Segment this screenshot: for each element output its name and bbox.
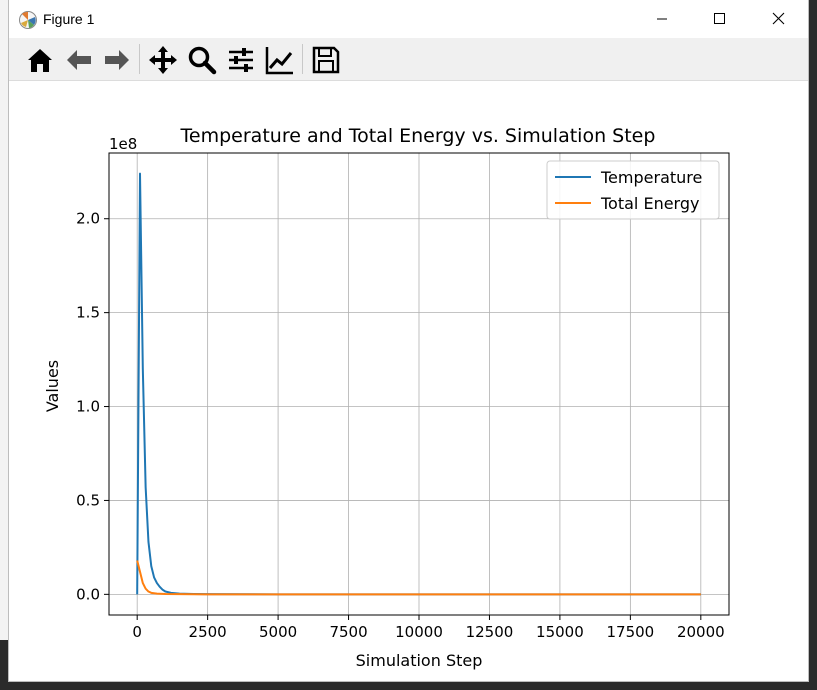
x-tick-label: 7500 bbox=[329, 623, 367, 641]
figure-window: Figure 1 bbox=[9, 0, 808, 681]
legend: Temperature Total Energy bbox=[546, 160, 720, 220]
x-tick-label: 12500 bbox=[466, 623, 514, 641]
back-icon bbox=[67, 50, 91, 70]
configure-subplots-button[interactable] bbox=[225, 44, 257, 76]
y-axis-label: Values bbox=[43, 360, 62, 412]
save-button[interactable] bbox=[310, 44, 342, 76]
minimize-icon bbox=[657, 18, 667, 20]
x-tick-label: 2500 bbox=[189, 623, 227, 641]
y-offset-label: 1e8 bbox=[109, 135, 137, 153]
figure-canvas[interactable]: Temperature and Total Energy vs. Simulat… bbox=[9, 81, 808, 681]
y-ticks: 0.0 0.5 1.0 1.5 2.0 bbox=[76, 210, 109, 603]
matplotlib-icon bbox=[19, 11, 37, 29]
x-tick-label: 17500 bbox=[607, 623, 655, 641]
home-icon bbox=[28, 49, 52, 72]
maximize-button[interactable] bbox=[696, 0, 742, 38]
background-window bbox=[0, 0, 10, 690]
pan-button[interactable] bbox=[147, 44, 179, 76]
save-icon bbox=[312, 46, 340, 74]
navigation-toolbar bbox=[9, 38, 808, 81]
minimize-button[interactable] bbox=[639, 0, 685, 38]
close-icon bbox=[772, 12, 785, 25]
grid bbox=[109, 153, 729, 615]
close-button[interactable] bbox=[755, 0, 801, 38]
x-tick-label: 15000 bbox=[536, 623, 584, 641]
x-ticks: 0 2500 5000 7500 10000 12500 15000 17500 20000 bbox=[132, 615, 725, 641]
forward-icon bbox=[105, 50, 129, 70]
back-button[interactable] bbox=[63, 44, 95, 76]
series-line-total-energy bbox=[136, 560, 701, 596]
y-tick-label: 0.0 bbox=[76, 585, 100, 603]
home-button[interactable] bbox=[24, 44, 56, 76]
y-tick-label: 1.0 bbox=[76, 398, 100, 416]
edit-axis-button[interactable] bbox=[264, 44, 296, 76]
toolbar-separator bbox=[302, 44, 303, 74]
chart-title: Temperature and Total Energy vs. Simulat… bbox=[180, 125, 656, 147]
pan-icon bbox=[149, 46, 177, 74]
window-title: Figure 1 bbox=[43, 11, 95, 27]
x-tick-label: 5000 bbox=[259, 623, 297, 641]
zoom-button[interactable] bbox=[186, 44, 218, 76]
x-tick-label: 20000 bbox=[677, 623, 725, 641]
series-lines bbox=[136, 172, 701, 596]
y-tick-label: 2.0 bbox=[76, 210, 100, 228]
legend-label-total-energy: Total Energy bbox=[600, 194, 699, 213]
zoom-icon bbox=[188, 46, 217, 75]
y-tick-label: 1.5 bbox=[76, 304, 100, 322]
toolbar-separator bbox=[139, 44, 140, 74]
title-bar: Figure 1 bbox=[9, 0, 808, 38]
x-tick-label: 10000 bbox=[395, 623, 443, 641]
x-axis-label: Simulation Step bbox=[356, 651, 483, 670]
configure-subplots-icon bbox=[229, 48, 253, 72]
maximize-icon bbox=[714, 13, 725, 24]
x-tick-label: 0 bbox=[132, 623, 142, 641]
forward-button[interactable] bbox=[101, 44, 133, 76]
line-chart: Temperature and Total Energy vs. Simulat… bbox=[43, 125, 730, 670]
legend-box bbox=[546, 160, 720, 220]
edit-axis-icon bbox=[265, 47, 293, 75]
y-tick-label: 0.5 bbox=[76, 491, 100, 509]
legend-label-temperature: Temperature bbox=[600, 168, 702, 187]
